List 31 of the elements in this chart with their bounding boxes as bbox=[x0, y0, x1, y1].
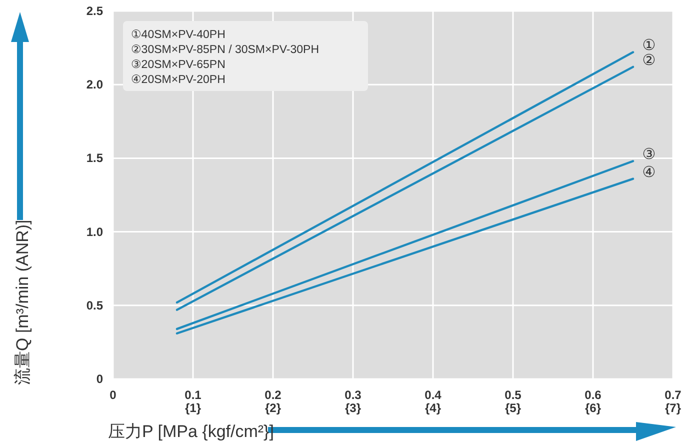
series-label: ② bbox=[642, 52, 656, 69]
x2-tick-label: {1} bbox=[184, 401, 202, 415]
x2-tick-label: {2} bbox=[264, 401, 282, 415]
x-tick-label: 0.4 bbox=[424, 388, 442, 402]
y-tick-label: 0 bbox=[96, 372, 104, 386]
x2-tick-label: {6} bbox=[584, 401, 602, 415]
x2-tick-label: {4} bbox=[424, 401, 442, 415]
x2-tick-label: {3} bbox=[344, 401, 362, 415]
series-label: ③ bbox=[642, 146, 656, 164]
y-tick-label: 1.0 bbox=[86, 224, 104, 239]
x-tick-label: 0.5 bbox=[504, 388, 522, 402]
x2-tick-label: {7} bbox=[664, 401, 682, 415]
x-tick-label: 0.1 bbox=[184, 388, 202, 402]
y-axis-title: 流量Q [m³/min (ANR)] bbox=[13, 220, 32, 385]
y-tick-label: 1.5 bbox=[86, 151, 104, 166]
y-tick-label: 2.0 bbox=[86, 78, 104, 92]
y-tick-label: 2.5 bbox=[86, 4, 104, 18]
x-tick-label: 0.3 bbox=[344, 388, 362, 402]
y-tick-label: 0.5 bbox=[86, 298, 104, 312]
x-tick-label: 0.2 bbox=[264, 388, 282, 402]
x-tick-label: 0 bbox=[110, 388, 117, 402]
annotation: ②30SM×PV-85PN / 30SM×PV-30PH bbox=[131, 44, 320, 56]
annotation: ①40SM×PV-40PH bbox=[131, 29, 226, 41]
x-tick-label: 0.7 bbox=[664, 388, 682, 402]
series-label: ① bbox=[642, 37, 656, 54]
series-label: ④ bbox=[642, 164, 656, 181]
x2-tick-label: {5} bbox=[504, 401, 522, 415]
x-axis-title: 压力P [MPa {kgf/cm²}] bbox=[108, 422, 274, 441]
x-tick-label: 0.6 bbox=[584, 388, 602, 402]
annotation: ④20SM×PV-20PH bbox=[131, 74, 226, 86]
annotation: ③20SM×PV-65PN bbox=[131, 59, 226, 71]
